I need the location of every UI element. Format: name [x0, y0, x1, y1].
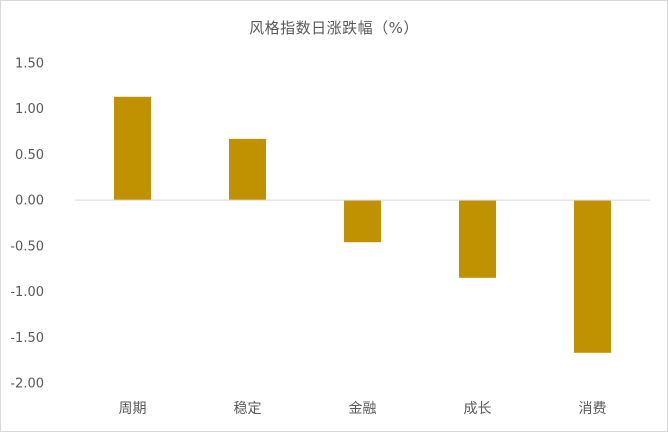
x-category-label: 成长: [464, 401, 492, 417]
x-category-label: 金融: [349, 401, 377, 417]
x-axis-labels: 周期 稳定 金融 成长 消费: [119, 401, 607, 417]
bar: [344, 200, 381, 243]
y-tick-label: 1.50: [15, 57, 44, 72]
x-category-label: 消费: [579, 401, 607, 417]
chart-title: 风格指数日涨跌幅（%）: [249, 19, 419, 37]
bar: [114, 96, 151, 201]
bar: [229, 138, 266, 201]
x-category-label: 稳定: [234, 401, 262, 417]
bar: [459, 200, 496, 278]
x-category-label: 周期: [119, 401, 147, 417]
y-tick-label: -1.00: [10, 285, 44, 300]
bar: [574, 200, 611, 353]
bars: [114, 96, 611, 353]
y-tick-label: -2.00: [10, 377, 44, 392]
y-tick-label: 1.00: [15, 102, 44, 117]
y-tick-label: 0.50: [15, 148, 44, 163]
y-tick-label: -1.50: [10, 331, 44, 346]
y-axis-ticks: 1.50 1.00 0.50 0.00 -0.50 -1.00 -1.50 -2.00: [10, 57, 44, 392]
y-tick-label: -0.50: [10, 239, 44, 254]
y-tick-label: 0.00: [15, 194, 44, 209]
